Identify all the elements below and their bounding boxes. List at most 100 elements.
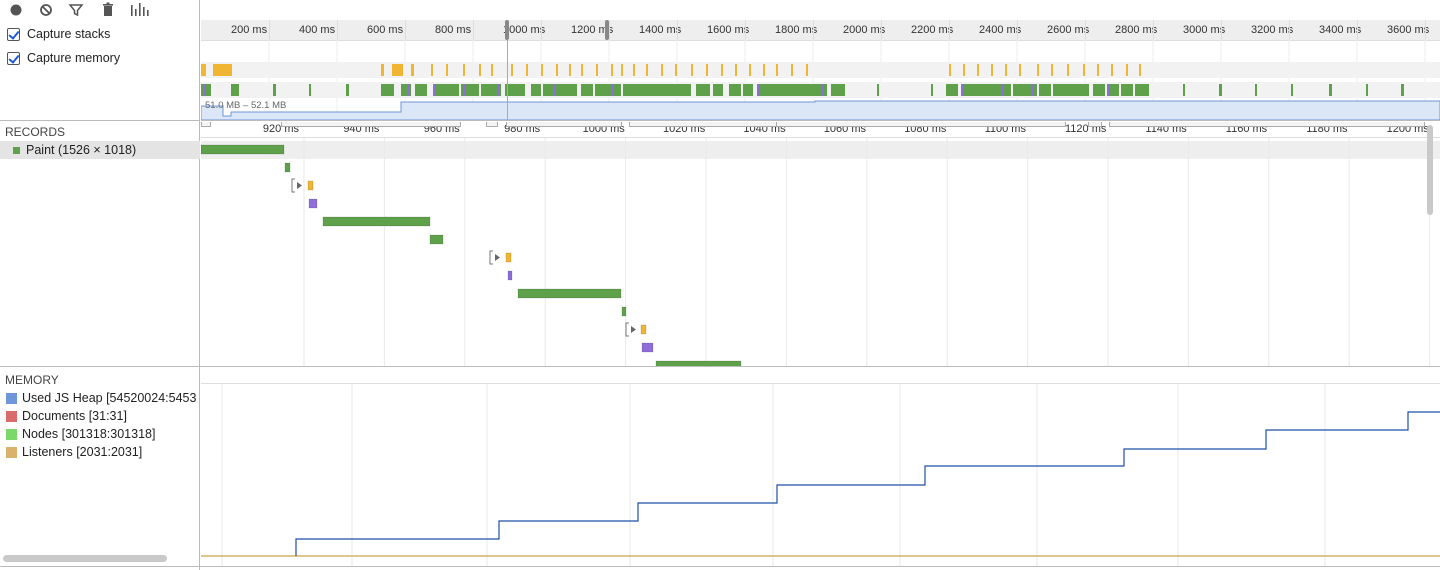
- event-bracket: [291, 178, 295, 193]
- gridline: [405, 20, 406, 40]
- vertical-scrollbar[interactable]: [1427, 125, 1433, 215]
- event-mark: [1139, 64, 1141, 76]
- paint-mark: [273, 84, 276, 96]
- overview-tick-label: 2000 ms: [843, 24, 886, 36]
- paint-mark: [1013, 84, 1037, 96]
- paint-mark: [623, 84, 691, 96]
- counter-color-square[interactable]: [6, 446, 17, 458]
- event-mark: [977, 64, 979, 76]
- record-row[interactable]: ▶ Event (scroll): [0, 321, 200, 339]
- capture-stacks-checkbox[interactable]: [7, 27, 20, 41]
- event-bracket: [489, 250, 493, 265]
- paint-mark: [1183, 84, 1185, 96]
- event-mark: [1019, 64, 1021, 76]
- record-color-square: [13, 183, 20, 190]
- paint-mark: [946, 84, 958, 96]
- overview-right-handle[interactable]: [605, 20, 609, 40]
- counter-color-square[interactable]: [6, 410, 17, 422]
- bar-chart-icon[interactable]: [130, 1, 150, 19]
- event-mark: [596, 64, 598, 76]
- record-row[interactable]: Composite Layers: [0, 231, 200, 249]
- layout-mark: [463, 84, 465, 96]
- expand-triangle-icon: [495, 254, 500, 261]
- record-row[interactable]: Paint (1526 × 1018): [0, 357, 200, 366]
- memory-counter[interactable]: Used JS Heap [54520024:5453: [6, 389, 200, 407]
- overview-tick-label: 3600 ms: [1387, 24, 1430, 36]
- records-ruler: 920 ms 940 ms 960 ms 980 ms 1000 ms 1020 ms 10…: [201, 121, 1440, 138]
- gridline: [813, 20, 814, 40]
- event-mark: [1097, 64, 1099, 76]
- counter-label: Documents [31:31]: [22, 409, 127, 423]
- paint-mark: [481, 84, 501, 96]
- expand-triangle-icon[interactable]: ▶: [4, 181, 12, 191]
- record-row[interactable]: Update layer tree: [0, 195, 200, 213]
- layout-mark: [497, 84, 499, 96]
- event-mark: [963, 64, 965, 76]
- record-row[interactable]: Composite Layers: [0, 159, 200, 175]
- frame-marker: [486, 122, 498, 127]
- event-mark: [1067, 64, 1069, 76]
- counter-color-square[interactable]: [6, 428, 17, 440]
- left-sidebar: Capture stacks Capture memory RECORDS Pa…: [0, 0, 200, 570]
- selection-line: [507, 40, 508, 120]
- event-mark: [735, 64, 737, 76]
- record-row[interactable]: Update layer tree: [0, 267, 200, 285]
- event-mark: [1111, 64, 1113, 76]
- paint-mark: [931, 84, 933, 96]
- record-icon[interactable]: [8, 1, 26, 19]
- counter-label: Nodes [301318:301318]: [22, 427, 156, 441]
- memory-counter[interactable]: Documents [31:31]: [6, 407, 200, 425]
- memory-counter[interactable]: Nodes [301318:301318]: [6, 425, 200, 443]
- record-row[interactable]: Composite Layers: [0, 303, 200, 321]
- event-mark: [675, 64, 677, 76]
- expand-triangle-icon[interactable]: ▶: [4, 325, 12, 335]
- gridline: [1153, 20, 1154, 40]
- memory-range-label: 51.0 MB – 52.1 MB: [205, 100, 287, 111]
- trash-icon[interactable]: [100, 1, 118, 19]
- record-row[interactable]: ▶ Event (scroll): [0, 177, 200, 195]
- paint-mark: [757, 84, 827, 96]
- paint-mark: [1039, 84, 1051, 96]
- event-mark: [446, 64, 448, 76]
- records-timeline[interactable]: [201, 138, 1440, 366]
- capture-memory-checkbox[interactable]: [7, 51, 20, 65]
- capture-stacks-option[interactable]: Capture stacks: [7, 26, 110, 42]
- counter-color-square[interactable]: [6, 392, 17, 404]
- overview-tick-label: 1800 ms: [775, 24, 818, 36]
- memory-counter[interactable]: Listeners [2031:2031]: [6, 443, 200, 461]
- event-mark: [491, 64, 493, 76]
- gridline: [473, 20, 474, 40]
- clear-icon[interactable]: [38, 1, 56, 19]
- paint-mark: [461, 84, 479, 96]
- paint-mark: [1053, 84, 1089, 96]
- record-row[interactable]: Paint (1526 × 1018): [0, 285, 200, 303]
- record-color-square: [13, 237, 20, 244]
- expand-triangle-icon[interactable]: ▶: [4, 253, 12, 263]
- record-row[interactable]: Paint (1526 × 1018): [0, 141, 200, 159]
- record-color-square: [13, 201, 20, 208]
- horizontal-scrollbar[interactable]: [3, 555, 167, 562]
- record-row[interactable]: Update layer tree: [0, 339, 200, 357]
- frame-marker: [629, 122, 777, 127]
- paint-mark: [961, 84, 1011, 96]
- paint-mark: [1107, 84, 1119, 96]
- filter-icon[interactable]: [68, 1, 86, 19]
- record-bar: [621, 306, 627, 317]
- record-row[interactable]: ▶ Event (scroll): [0, 249, 200, 267]
- gridline: [337, 20, 338, 40]
- gridline: [949, 20, 950, 40]
- record-label: Composite Layers: [26, 161, 127, 175]
- capture-memory-option[interactable]: Capture memory: [7, 50, 120, 66]
- record-bar: [655, 360, 742, 366]
- layout-mark: [1001, 84, 1003, 96]
- gridline: [1221, 20, 1222, 40]
- overview-graph[interactable]: [201, 40, 1440, 120]
- counter-label: Listeners [2031:2031]: [22, 445, 143, 459]
- event-mark: [706, 64, 708, 76]
- overview-left-handle[interactable]: [505, 20, 509, 40]
- overview-tick-label: 3000 ms: [1183, 24, 1226, 36]
- event-mark: [1083, 64, 1085, 76]
- paint-mark: [401, 84, 411, 96]
- record-row[interactable]: Paint (1526 × 1200): [0, 213, 200, 231]
- gridline: [1425, 20, 1426, 40]
